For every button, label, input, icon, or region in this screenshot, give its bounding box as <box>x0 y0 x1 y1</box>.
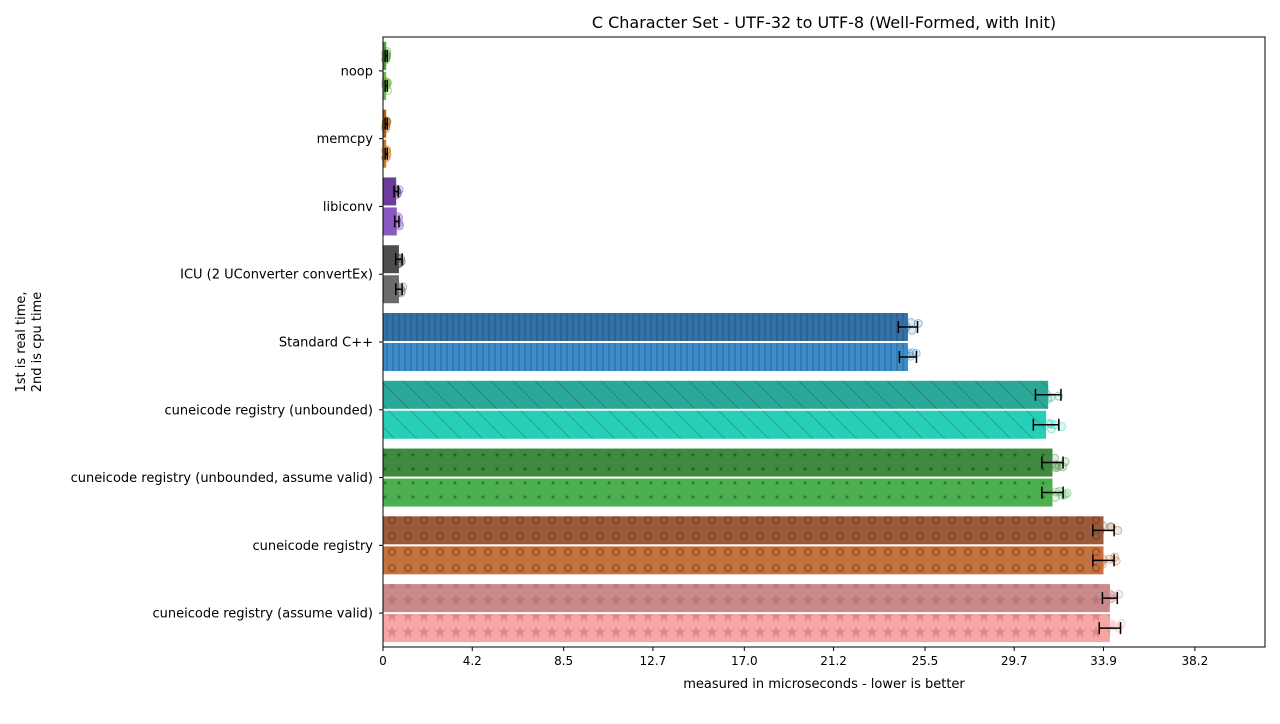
bar-libiconv-real <box>383 177 397 206</box>
bar-libiconv-cpu <box>383 207 397 236</box>
sample-point-cuneicode-registry <box>1098 521 1108 531</box>
bar-hatch-standard-c-real <box>383 313 908 341</box>
x-tick-label: 25.5 <box>912 654 939 668</box>
axes-layer: C Character Set - UTF-32 to UTF-8 (Well-… <box>14 13 1266 692</box>
sample-point-cuneicode-registry-unbounded <box>1057 422 1067 432</box>
sample-point-cuneicode-registry-unbounded-assume-valid <box>1050 492 1060 502</box>
x-tick-label: 29.7 <box>1001 654 1028 668</box>
sample-point-cuneicode-registry <box>1104 554 1114 564</box>
sample-point-noop <box>381 54 391 64</box>
y-tick-label-libiconv: libiconv <box>323 200 373 215</box>
plot-layer <box>381 41 1127 643</box>
sample-point-cuneicode-registry-unbounded <box>1039 388 1049 398</box>
x-tick-label: 0 <box>379 654 387 668</box>
sample-point-cuneicode-registry-assume-valid <box>1106 590 1116 600</box>
sample-point-standard-c <box>913 318 923 328</box>
sample-point-cuneicode-registry-unbounded-assume-valid <box>1040 486 1050 496</box>
bar-hatch-cuneicode-registry-unbounded-real <box>383 380 1049 409</box>
bar-hatch-cuneicode-registry-assume-valid-real <box>383 584 1110 613</box>
sample-point-cuneicode-registry-unbounded <box>1046 419 1056 429</box>
sample-point-cuneicode-registry-unbounded <box>1044 419 1054 429</box>
sample-point-cuneicode-registry-unbounded-assume-valid <box>1052 462 1062 472</box>
x-tick-label: 8.5 <box>554 654 573 668</box>
sample-point-cuneicode-registry-assume-valid <box>1117 618 1127 628</box>
y-tick-label-cuneicode-registry: cuneicode registry <box>252 539 373 554</box>
y-tick-label-cuneicode-registry-unbounded: cuneicode registry (unbounded) <box>165 403 374 418</box>
y-axis-label-line-1: 1st is real time, <box>14 291 29 392</box>
y-axis-label-line-2: 2nd is cpu time <box>30 292 45 393</box>
sample-point-cuneicode-registry <box>1113 525 1123 535</box>
y-tick-label-noop: noop <box>341 64 373 79</box>
y-tick-label-icu-2-uconverter-convertex: ICU (2 UConverter convertEx) <box>180 268 373 283</box>
sample-point-cuneicode-registry <box>1095 527 1105 537</box>
sample-point-libiconv <box>393 212 403 222</box>
bar-hatch-cuneicode-registry-unbounded-assume-valid-cpu <box>383 478 1053 507</box>
sample-point-cuneicode-registry-unbounded-assume-valid <box>1050 453 1060 463</box>
x-axis-label: measured in microseconds - lower is bett… <box>683 677 965 692</box>
bar-hatch-cuneicode-registry-assume-valid-cpu <box>383 614 1110 643</box>
x-tick-label: 17.0 <box>731 654 758 668</box>
sample-point-standard-c <box>905 351 915 361</box>
sample-point-memcpy <box>381 145 391 155</box>
bar-hatch-cuneicode-registry-real <box>383 516 1104 545</box>
x-tick-label: 12.7 <box>640 654 667 668</box>
bar-icu-2-uconverter-convertex-cpu <box>383 275 399 304</box>
x-tick-label: 38.2 <box>1182 654 1209 668</box>
bar-hatch-cuneicode-registry-unbounded-assume-valid-real <box>383 448 1053 477</box>
sample-point-cuneicode-registry <box>1098 555 1108 565</box>
y-tick-label-standard-c: Standard C++ <box>279 336 373 351</box>
bar-icu-2-uconverter-convertex-real <box>383 245 399 274</box>
sample-point-cuneicode-registry-assume-valid <box>1114 589 1124 599</box>
x-tick-label: 21.2 <box>820 654 847 668</box>
sample-point-cuneicode-registry-unbounded <box>1035 424 1045 434</box>
sample-point-standard-c <box>899 347 909 357</box>
y-tick-label-cuneicode-registry-assume-valid: cuneicode registry (assume valid) <box>152 607 373 622</box>
bar-hatch-cuneicode-registry-cpu <box>383 546 1104 575</box>
bar-hatch-cuneicode-registry-unbounded-cpu <box>383 410 1047 439</box>
x-tick-label: 4.2 <box>463 654 482 668</box>
sample-point-memcpy <box>381 117 391 127</box>
bar-hatch-standard-c-cpu <box>383 343 908 371</box>
chart-title: C Character Set - UTF-32 to UTF-8 (Well-… <box>592 13 1056 32</box>
y-tick-label-memcpy: memcpy <box>317 132 374 147</box>
sample-point-cuneicode-registry-assume-valid <box>1102 624 1112 634</box>
y-tick-label-cuneicode-registry-unbounded-assume-valid: cuneicode registry (unbounded, assume va… <box>71 471 373 486</box>
x-tick-label: 33.9 <box>1090 654 1117 668</box>
